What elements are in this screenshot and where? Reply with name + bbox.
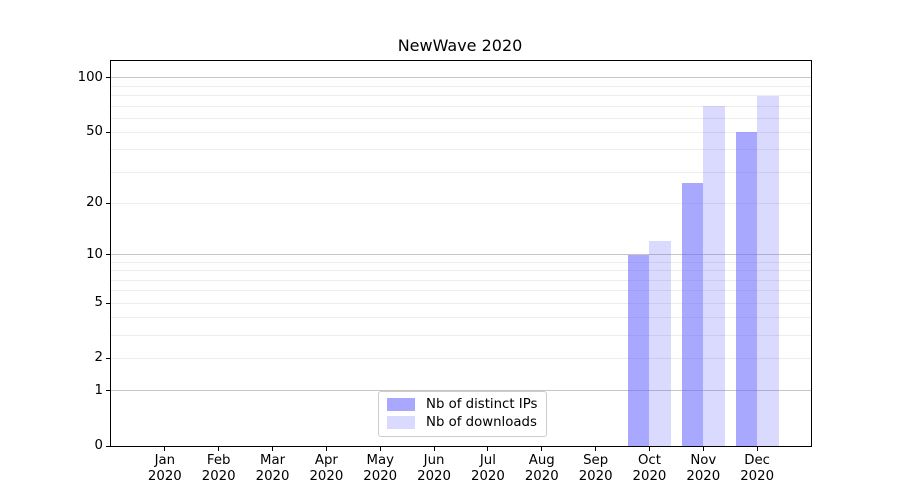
major-gridline xyxy=(111,390,811,392)
x-tick-label: Aug 2020 xyxy=(524,453,559,484)
x-tick-mark xyxy=(648,447,650,451)
bar-downloads-dec xyxy=(757,95,779,446)
minor-gridline xyxy=(111,105,811,107)
minor-gridline xyxy=(111,357,811,359)
y-tick-label: 50 xyxy=(86,124,103,140)
y-tick-mark xyxy=(106,445,110,447)
x-tick-mark xyxy=(325,447,327,451)
y-tick-mark xyxy=(106,302,110,304)
legend-item-distinct-ips: Nb of distinct IPs xyxy=(387,397,537,412)
y-tick-mark xyxy=(106,202,110,204)
minor-gridline xyxy=(111,149,811,151)
x-tick-label: Feb 2020 xyxy=(201,453,236,484)
legend: Nb of distinct IPs Nb of downloads xyxy=(378,391,548,437)
legend-item-downloads: Nb of downloads xyxy=(387,415,537,430)
minor-gridline xyxy=(111,302,811,304)
y-tick-mark xyxy=(106,390,110,392)
x-tick-label: Dec 2020 xyxy=(740,453,775,484)
minor-gridline xyxy=(111,202,811,204)
bar-distinct-ips-dec xyxy=(735,132,758,446)
x-tick-label: May 2020 xyxy=(363,453,398,484)
minor-gridline xyxy=(111,85,811,87)
x-tick-label: Jan 2020 xyxy=(147,453,182,484)
minor-gridline xyxy=(111,171,811,173)
bar-downloads-nov xyxy=(703,106,725,446)
x-tick-mark xyxy=(218,447,220,451)
bar-distinct-ips-oct xyxy=(627,254,650,446)
chart-title: NewWave 2020 xyxy=(397,36,523,55)
y-tick-label: 100 xyxy=(77,69,103,85)
x-tick-label: Sep 2020 xyxy=(578,453,613,484)
x-tick-mark xyxy=(272,447,274,451)
legend-label-downloads: Nb of downloads xyxy=(426,415,537,430)
minor-gridline xyxy=(111,261,811,263)
y-tick-mark xyxy=(106,254,110,256)
minor-gridline xyxy=(111,290,811,292)
minor-gridline xyxy=(111,279,811,281)
x-tick-label: Nov 2020 xyxy=(686,453,721,484)
x-tick-mark xyxy=(756,447,758,451)
x-tick-label: Apr 2020 xyxy=(309,453,344,484)
y-tick-label: 5 xyxy=(94,295,103,311)
legend-swatch-downloads xyxy=(387,416,415,429)
y-tick-label: 20 xyxy=(86,195,103,211)
minor-gridline xyxy=(111,95,811,97)
major-gridline xyxy=(111,254,811,256)
plot-area: Nb of distinct IPs Nb of downloads 0 1 2 5 1… xyxy=(78,60,812,484)
x-tick-label: Mar 2020 xyxy=(255,453,290,484)
y-tick-label: 1 xyxy=(94,382,103,398)
y-tick-label: 0 xyxy=(94,438,103,453)
x-tick-label: Jul 2020 xyxy=(471,453,505,484)
minor-gridline xyxy=(111,131,811,133)
x-tick-mark xyxy=(433,447,435,451)
x-tick-mark xyxy=(702,447,704,451)
bar-downloads-oct xyxy=(649,241,671,446)
y-tick-label: 2 xyxy=(94,350,103,366)
x-tick-mark xyxy=(379,447,381,451)
x-tick-label: Jun 2020 xyxy=(417,453,451,484)
y-tick-mark xyxy=(106,357,110,359)
minor-gridline xyxy=(111,317,811,319)
minor-gridline xyxy=(111,334,811,336)
bar-distinct-ips-nov xyxy=(681,183,704,446)
x-tick-label: Oct 2020 xyxy=(632,453,667,484)
major-gridline xyxy=(111,77,811,79)
y-tick-mark xyxy=(106,77,110,79)
y-tick-mark xyxy=(106,131,110,133)
minor-gridline xyxy=(111,117,811,119)
y-tick-label: 10 xyxy=(86,246,103,262)
minor-gridline xyxy=(111,270,811,272)
x-tick-mark xyxy=(595,447,597,451)
x-tick-mark xyxy=(487,447,489,451)
legend-label-distinct-ips: Nb of distinct IPs xyxy=(426,397,538,412)
x-tick-mark xyxy=(541,447,543,451)
legend-swatch-distinct-ips xyxy=(387,398,415,411)
x-tick-mark xyxy=(164,447,166,451)
